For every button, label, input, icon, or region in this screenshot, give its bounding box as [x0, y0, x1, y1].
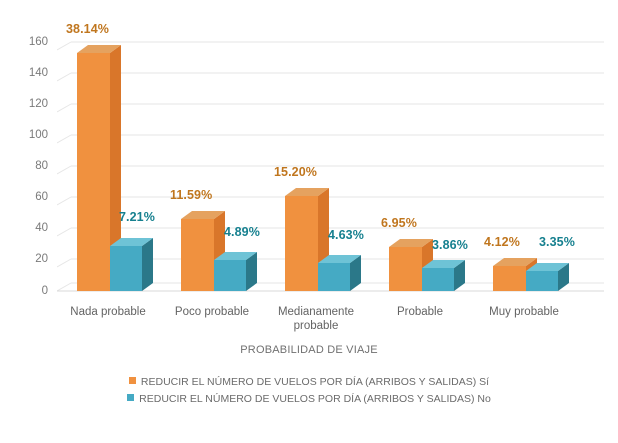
- x-label-line1: Probable: [396, 306, 444, 318]
- x-label-probable: Probable: [360, 305, 480, 319]
- bar-front: [526, 271, 558, 291]
- bar-front: [422, 268, 454, 291]
- y-tick-20: 20: [35, 253, 48, 265]
- bar-side: [350, 255, 361, 291]
- legend-item-no[interactable]: REDUCIR EL NÚMERO DE VUELOS POR DÍA (ARR…: [0, 391, 618, 408]
- data-label-s1-poco-probable: 11.59%: [170, 188, 213, 202]
- bar-top: [214, 252, 257, 260]
- legend-label-si: REDUCIR EL NÚMERO DE VUELOS POR DÍA (ARR…: [140, 376, 490, 388]
- bar-side: [318, 188, 329, 291]
- bar-top: [181, 211, 225, 219]
- data-label-s2-poco-probable: 4.89%: [224, 225, 260, 239]
- bar-top: [526, 263, 569, 271]
- x-label-medianamente-probable: Medianamente probable: [256, 305, 376, 333]
- bar-s1-nada-probable: [77, 53, 110, 291]
- y-tick-40: 40: [35, 222, 48, 234]
- gridlines: [57, 41, 604, 292]
- y-tick-120: 120: [28, 98, 48, 110]
- bar-front: [181, 219, 214, 291]
- bar-top: [389, 239, 433, 247]
- bar-front: [318, 263, 350, 291]
- y-tick-60: 60: [35, 191, 48, 203]
- y-tick-160: 160: [28, 36, 48, 48]
- bar-front: [110, 246, 142, 291]
- bar-top: [110, 238, 153, 246]
- x-label-line1: Muy probable: [489, 306, 559, 318]
- bar-s2-poco-probable: [214, 260, 246, 291]
- bar-front: [77, 53, 110, 291]
- bar-front: [285, 196, 318, 291]
- x-label-line1: Nada probable: [70, 306, 146, 318]
- bar-side: [558, 263, 569, 291]
- bar-side: [454, 260, 465, 291]
- bar-side: [214, 211, 225, 291]
- x-label-muy-probable: Muy probable: [464, 305, 584, 319]
- data-label-s2-medianamente-probable: 4.63%: [328, 228, 364, 242]
- x-label-line1: Medianamente: [277, 306, 355, 318]
- bar-front: [389, 247, 422, 291]
- bar-front: [493, 266, 526, 291]
- x-label-poco-probable: Poco probable: [152, 305, 272, 319]
- bar-s1-medianamente-probable: [285, 196, 318, 291]
- data-label-s2-muy-probable: 3.35%: [539, 235, 575, 249]
- bar-s1-muy-probable: [493, 266, 526, 291]
- data-label-s1-muy-probable: 4.12%: [484, 235, 520, 249]
- legend-item-si[interactable]: REDUCIR EL NÚMERO DE VUELOS POR DÍA (ARR…: [0, 374, 618, 391]
- bar-s1-probable: [389, 247, 422, 291]
- legend-swatch-no: [127, 394, 135, 401]
- x-label-line1: Poco probable: [174, 306, 250, 318]
- data-label-s2-probable: 3.86%: [432, 238, 468, 252]
- legend-swatch-si: [128, 377, 136, 384]
- data-label-s1-medianamente-probable: 15.20%: [274, 165, 317, 179]
- y-axis-tick-labels: 160 140 120 100 80 60 40 20 0: [8, 20, 48, 297]
- bar-top: [77, 45, 121, 53]
- legend-label-no: REDUCIR EL NÚMERO DE VUELOS POR DÍA (ARR…: [139, 393, 491, 405]
- bar-front: [214, 260, 246, 291]
- x-label-line2: probable: [293, 320, 339, 332]
- bar-top: [493, 258, 537, 266]
- bar-top: [285, 188, 329, 196]
- x-label-nada-probable: Nada probable: [48, 305, 168, 319]
- bar-s1-poco-probable: [181, 219, 214, 291]
- data-label-s2-nada-probable: 7.21%: [119, 210, 155, 224]
- y-tick-80: 80: [35, 160, 48, 172]
- y-tick-140: 140: [28, 67, 48, 79]
- plot-area: [57, 20, 604, 295]
- bar-side: [110, 45, 121, 291]
- bar-side: [246, 252, 257, 291]
- bar-s2-muy-probable: [526, 271, 558, 291]
- bar-s2-probable: [422, 268, 454, 291]
- bar-s2-nada-probable: [110, 246, 142, 291]
- bar-top: [422, 260, 465, 268]
- bar-side: [142, 238, 153, 291]
- y-tick-0: 0: [41, 285, 48, 297]
- data-label-s1-nada-probable: 38.14%: [66, 22, 109, 36]
- legend: REDUCIR EL NÚMERO DE VUELOS POR DÍA (ARR…: [0, 374, 618, 408]
- y-tick-100: 100: [28, 129, 48, 141]
- bar-top: [318, 255, 361, 263]
- data-label-s1-probable: 6.95%: [381, 216, 417, 230]
- x-axis-title: PROBABILIDAD DE VIAJE: [240, 344, 378, 356]
- bar-s2-medianamente-probable: [318, 263, 350, 291]
